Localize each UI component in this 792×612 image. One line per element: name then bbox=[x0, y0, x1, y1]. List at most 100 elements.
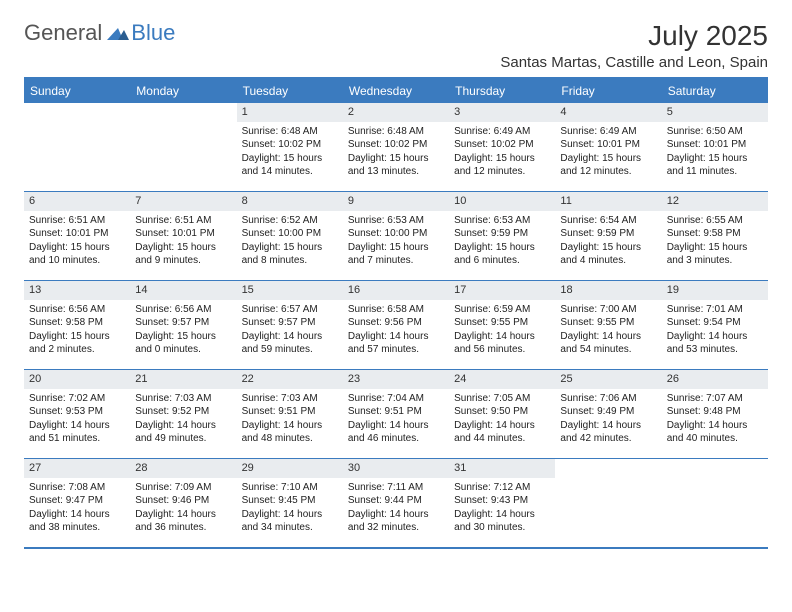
daylight-text: Daylight: 14 hours and 49 minutes. bbox=[135, 419, 231, 446]
sunset-text: Sunset: 9:51 PM bbox=[242, 405, 338, 419]
day-cell: 17Sunrise: 6:59 AMSunset: 9:55 PMDayligh… bbox=[449, 281, 555, 369]
daylight-text: Daylight: 15 hours and 9 minutes. bbox=[135, 241, 231, 268]
day-number: 27 bbox=[24, 459, 130, 478]
day-cell: 20Sunrise: 7:02 AMSunset: 9:53 PMDayligh… bbox=[24, 370, 130, 458]
day-number: 14 bbox=[130, 281, 236, 300]
daylight-text: Daylight: 14 hours and 48 minutes. bbox=[242, 419, 338, 446]
daylight-text: Daylight: 15 hours and 3 minutes. bbox=[667, 241, 763, 268]
day-number: 1 bbox=[237, 103, 343, 122]
day-cell: 19Sunrise: 7:01 AMSunset: 9:54 PMDayligh… bbox=[662, 281, 768, 369]
day-number: 22 bbox=[237, 370, 343, 389]
daylight-text: Daylight: 14 hours and 32 minutes. bbox=[348, 508, 444, 535]
day-number: 10 bbox=[449, 192, 555, 211]
sunset-text: Sunset: 9:55 PM bbox=[454, 316, 550, 330]
sunrise-text: Sunrise: 7:09 AM bbox=[135, 481, 231, 495]
sunset-text: Sunset: 10:01 PM bbox=[560, 138, 656, 152]
sunrise-text: Sunrise: 7:01 AM bbox=[667, 303, 763, 317]
sunrise-text: Sunrise: 6:57 AM bbox=[242, 303, 338, 317]
day-cell: 26Sunrise: 7:07 AMSunset: 9:48 PMDayligh… bbox=[662, 370, 768, 458]
daylight-text: Daylight: 14 hours and 51 minutes. bbox=[29, 419, 125, 446]
sunset-text: Sunset: 9:47 PM bbox=[29, 494, 125, 508]
daylight-text: Daylight: 15 hours and 2 minutes. bbox=[29, 330, 125, 357]
day-cell: 16Sunrise: 6:58 AMSunset: 9:56 PMDayligh… bbox=[343, 281, 449, 369]
daylight-text: Daylight: 14 hours and 57 minutes. bbox=[348, 330, 444, 357]
day-cell bbox=[130, 103, 236, 191]
day-cell: 15Sunrise: 6:57 AMSunset: 9:57 PMDayligh… bbox=[237, 281, 343, 369]
daylight-text: Daylight: 15 hours and 6 minutes. bbox=[454, 241, 550, 268]
day-cell: 11Sunrise: 6:54 AMSunset: 9:59 PMDayligh… bbox=[555, 192, 661, 280]
day-cell: 7 Sunrise: 6:51 AMSunset: 10:01 PMDayligh… bbox=[130, 192, 236, 280]
day-number: 5 bbox=[662, 103, 768, 122]
daylight-text: Daylight: 14 hours and 38 minutes. bbox=[29, 508, 125, 535]
sunrise-text: Sunrise: 6:55 AM bbox=[667, 214, 763, 228]
sunrise-text: Sunrise: 7:11 AM bbox=[348, 481, 444, 495]
week-row: 13Sunrise: 6:56 AMSunset: 9:58 PMDayligh… bbox=[24, 280, 768, 369]
week-row: 1Sunrise: 6:48 AMSunset: 10:02 PMDayligh… bbox=[24, 103, 768, 191]
sunset-text: Sunset: 10:01 PM bbox=[667, 138, 763, 152]
day-cell: 4Sunrise: 6:49 AMSunset: 10:01 PMDayligh… bbox=[555, 103, 661, 191]
sunrise-text: Sunrise: 7:07 AM bbox=[667, 392, 763, 406]
title-block: July 2025 Santas Martas, Castille and Le… bbox=[500, 20, 768, 71]
daylight-text: Daylight: 14 hours and 36 minutes. bbox=[135, 508, 231, 535]
day-cell: 3Sunrise: 6:49 AMSunset: 10:02 PMDayligh… bbox=[449, 103, 555, 191]
day-number: 31 bbox=[449, 459, 555, 478]
day-number: 17 bbox=[449, 281, 555, 300]
sunset-text: Sunset: 9:49 PM bbox=[560, 405, 656, 419]
header: General Blue July 2025 Santas Martas, Ca… bbox=[24, 20, 768, 71]
daylight-text: Daylight: 14 hours and 46 minutes. bbox=[348, 419, 444, 446]
sunrise-text: Sunrise: 7:00 AM bbox=[560, 303, 656, 317]
day-cell: 18Sunrise: 7:00 AMSunset: 9:55 PMDayligh… bbox=[555, 281, 661, 369]
sunset-text: Sunset: 9:54 PM bbox=[667, 316, 763, 330]
sunrise-text: Sunrise: 6:59 AM bbox=[454, 303, 550, 317]
day-number: 29 bbox=[237, 459, 343, 478]
daylight-text: Daylight: 14 hours and 59 minutes. bbox=[242, 330, 338, 357]
sunset-text: Sunset: 10:00 PM bbox=[242, 227, 338, 241]
day-cell: 10Sunrise: 6:53 AMSunset: 9:59 PMDayligh… bbox=[449, 192, 555, 280]
daylight-text: Daylight: 14 hours and 40 minutes. bbox=[667, 419, 763, 446]
day-cell bbox=[24, 103, 130, 191]
day-number: 23 bbox=[343, 370, 449, 389]
sunset-text: Sunset: 9:48 PM bbox=[667, 405, 763, 419]
sunrise-text: Sunrise: 7:02 AM bbox=[29, 392, 125, 406]
daylight-text: Daylight: 15 hours and 14 minutes. bbox=[242, 152, 338, 179]
day-number: 16 bbox=[343, 281, 449, 300]
week-row: 20Sunrise: 7:02 AMSunset: 9:53 PMDayligh… bbox=[24, 369, 768, 458]
sunrise-text: Sunrise: 6:58 AM bbox=[348, 303, 444, 317]
sunset-text: Sunset: 9:46 PM bbox=[135, 494, 231, 508]
daylight-text: Daylight: 15 hours and 0 minutes. bbox=[135, 330, 231, 357]
day-number: 4 bbox=[555, 103, 661, 122]
sunset-text: Sunset: 10:01 PM bbox=[135, 227, 231, 241]
day-number: 11 bbox=[555, 192, 661, 211]
sunrise-text: Sunrise: 6:49 AM bbox=[454, 125, 550, 139]
day-number: 7 bbox=[130, 192, 236, 211]
sunrise-text: Sunrise: 6:51 AM bbox=[135, 214, 231, 228]
daylight-text: Daylight: 14 hours and 30 minutes. bbox=[454, 508, 550, 535]
day-cell: 8Sunrise: 6:52 AMSunset: 10:00 PMDayligh… bbox=[237, 192, 343, 280]
day-number: 2 bbox=[343, 103, 449, 122]
week-row: 27Sunrise: 7:08 AMSunset: 9:47 PMDayligh… bbox=[24, 458, 768, 547]
day-number: 15 bbox=[237, 281, 343, 300]
day-cell: 14Sunrise: 6:56 AMSunset: 9:57 PMDayligh… bbox=[130, 281, 236, 369]
sunrise-text: Sunrise: 7:06 AM bbox=[560, 392, 656, 406]
day-number: 21 bbox=[130, 370, 236, 389]
weeks-container: 1Sunrise: 6:48 AMSunset: 10:02 PMDayligh… bbox=[24, 103, 768, 547]
sunset-text: Sunset: 9:55 PM bbox=[560, 316, 656, 330]
triangle-icon bbox=[107, 20, 129, 46]
sunset-text: Sunset: 10:02 PM bbox=[348, 138, 444, 152]
sunrise-text: Sunrise: 7:03 AM bbox=[242, 392, 338, 406]
day-header: Sunday bbox=[24, 79, 130, 103]
day-header: Friday bbox=[555, 79, 661, 103]
day-header-row: SundayMondayTuesdayWednesdayThursdayFrid… bbox=[24, 79, 768, 103]
sunset-text: Sunset: 9:43 PM bbox=[454, 494, 550, 508]
day-cell: 25Sunrise: 7:06 AMSunset: 9:49 PMDayligh… bbox=[555, 370, 661, 458]
daylight-text: Daylight: 15 hours and 8 minutes. bbox=[242, 241, 338, 268]
day-cell: 23Sunrise: 7:04 AMSunset: 9:51 PMDayligh… bbox=[343, 370, 449, 458]
sunset-text: Sunset: 10:00 PM bbox=[348, 227, 444, 241]
sunrise-text: Sunrise: 7:08 AM bbox=[29, 481, 125, 495]
day-cell: 30Sunrise: 7:11 AMSunset: 9:44 PMDayligh… bbox=[343, 459, 449, 547]
sunrise-text: Sunrise: 6:56 AM bbox=[29, 303, 125, 317]
sunrise-text: Sunrise: 7:12 AM bbox=[454, 481, 550, 495]
day-cell: 6Sunrise: 6:51 AMSunset: 10:01 PMDayligh… bbox=[24, 192, 130, 280]
sunrise-text: Sunrise: 7:03 AM bbox=[135, 392, 231, 406]
daylight-text: Daylight: 14 hours and 54 minutes. bbox=[560, 330, 656, 357]
